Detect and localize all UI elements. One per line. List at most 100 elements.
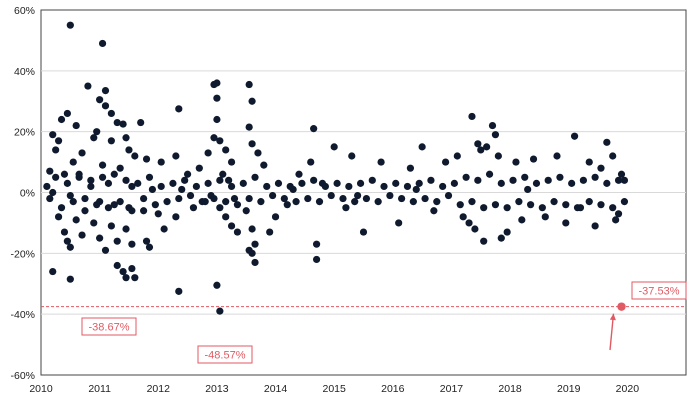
data-point [57, 204, 66, 212]
data-point [271, 213, 280, 221]
x-tick-label: 2010 [29, 383, 53, 395]
data-point [553, 152, 561, 160]
data-point [98, 173, 107, 181]
data-point [509, 176, 517, 184]
data-point [362, 194, 371, 203]
data-point [172, 152, 180, 160]
data-point [251, 173, 259, 181]
data-point [116, 164, 124, 172]
data-point [160, 225, 168, 233]
data-point [204, 149, 212, 157]
data-point [227, 158, 236, 166]
data-point [233, 228, 242, 236]
arrow-head [609, 313, 616, 321]
data-point [351, 198, 359, 206]
data-point [444, 191, 453, 200]
data-point [491, 131, 500, 139]
data-point [617, 170, 626, 178]
x-tick-label: 2017 [440, 383, 464, 395]
data-point [562, 219, 570, 227]
data-point [183, 170, 192, 178]
data-point [544, 176, 552, 184]
data-point [418, 143, 426, 151]
data-point [315, 198, 324, 206]
data-point [213, 115, 221, 124]
data-point [380, 182, 388, 191]
data-point [274, 179, 283, 187]
data-point [330, 143, 338, 151]
y-tick-label: -40% [10, 309, 35, 321]
y-axis-tick-labels: 60% 40% 20% 0% -20% -40% -60% [10, 5, 35, 382]
data-point [128, 240, 136, 248]
callout-label: -38.67% [89, 322, 130, 334]
data-point [474, 176, 482, 184]
data-point [512, 158, 520, 166]
data-point [312, 255, 321, 264]
data-point [157, 158, 165, 166]
data-point [216, 176, 224, 184]
data-point [78, 231, 86, 239]
data-point [207, 191, 215, 200]
data-point [131, 274, 139, 282]
callout-box [81, 317, 137, 336]
callout-38-67: -38.67% [81, 317, 137, 336]
data-point [570, 132, 579, 140]
x-tick-label: 2011 [88, 383, 111, 395]
data-point [395, 219, 403, 227]
data-point [113, 261, 121, 270]
data-point [377, 158, 385, 166]
data-point [304, 194, 312, 203]
data-point [63, 237, 71, 245]
data-point [119, 267, 127, 276]
data-point [585, 158, 593, 166]
y-tick-label: 0% [20, 188, 35, 200]
data-point [87, 176, 95, 184]
data-point [145, 173, 154, 181]
data-point [72, 216, 80, 224]
data-point [145, 243, 154, 251]
data-point [84, 82, 92, 90]
data-point [310, 125, 318, 133]
data-point [518, 216, 526, 224]
data-point [386, 191, 394, 200]
data-point [266, 228, 274, 236]
data-point [189, 204, 198, 212]
data-point [90, 134, 98, 142]
data-point [620, 198, 629, 206]
data-point [222, 213, 230, 221]
data-point [195, 164, 203, 172]
data-point [468, 198, 476, 206]
data-point [327, 191, 335, 200]
data-point [101, 87, 110, 95]
data-point [515, 198, 523, 206]
data-point [597, 164, 605, 172]
data-point [254, 149, 262, 157]
data-point [131, 152, 139, 160]
data-point [269, 191, 277, 200]
data-point [151, 201, 159, 209]
data-point [66, 275, 74, 283]
data-point [227, 222, 236, 230]
data-point [406, 164, 415, 172]
data-point [181, 176, 189, 184]
y-tick-label: 60% [14, 5, 35, 17]
data-point [96, 234, 104, 242]
data-point [263, 182, 271, 191]
data-point [172, 213, 180, 221]
data-point [107, 222, 115, 230]
data-point [298, 179, 306, 187]
data-point [245, 123, 253, 131]
data-point [137, 118, 145, 127]
data-point [591, 173, 599, 181]
data-point [468, 112, 476, 121]
data-point [497, 234, 505, 242]
gridlines [41, 70, 686, 315]
data-point [49, 267, 57, 276]
data-point [216, 137, 224, 145]
data-point [175, 105, 183, 113]
x-tick-label: 2015 [323, 383, 347, 395]
data-point [122, 274, 130, 282]
data-point [216, 307, 224, 315]
data-point [81, 207, 89, 215]
data-point [441, 158, 450, 166]
